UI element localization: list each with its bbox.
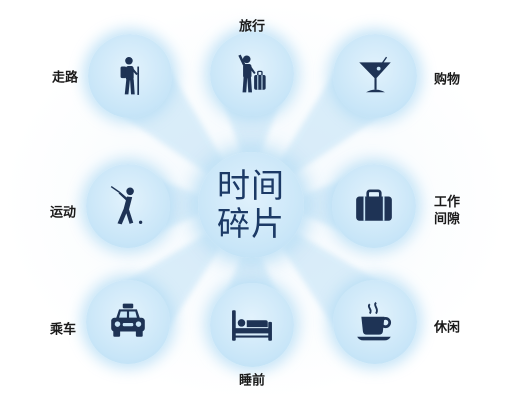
walking-label: 走路 xyxy=(51,70,79,86)
sports-circle xyxy=(86,164,170,248)
travel-label: 旅行 xyxy=(238,19,266,35)
work-break-label-line: 间隙 xyxy=(433,212,461,227)
travel-circle xyxy=(210,32,294,116)
bedtime-label: 睡前 xyxy=(238,373,266,389)
work-break-label: 工作 间隙 xyxy=(434,194,460,228)
sports-label: 运动 xyxy=(49,205,77,221)
leisure-circle xyxy=(333,280,417,364)
center-circle: 时间 碎片 xyxy=(198,152,304,258)
commute-circle xyxy=(86,280,170,364)
work-break-circle xyxy=(332,164,416,248)
work-break-label-line: 工作 xyxy=(433,195,461,210)
golfer-icon xyxy=(110,185,143,225)
walking-circle xyxy=(88,34,172,118)
bedtime-circle xyxy=(210,283,294,367)
leisure-label: 休闲 xyxy=(433,320,461,336)
traveler-with-suitcase-icon xyxy=(238,54,266,93)
center-title-line: 时间 xyxy=(217,166,285,205)
cocktail-glass-icon xyxy=(359,56,391,93)
briefcase-icon xyxy=(356,189,392,221)
hiker-icon xyxy=(120,56,140,95)
shopping-label: 购物 xyxy=(433,72,461,88)
center-title-line: 碎片 xyxy=(217,204,285,243)
bed-icon xyxy=(232,310,272,341)
commute-label: 乘车 xyxy=(49,322,77,338)
taxi-icon xyxy=(111,303,145,337)
coffee-cup-icon xyxy=(357,301,392,341)
shopping-circle xyxy=(333,34,417,118)
